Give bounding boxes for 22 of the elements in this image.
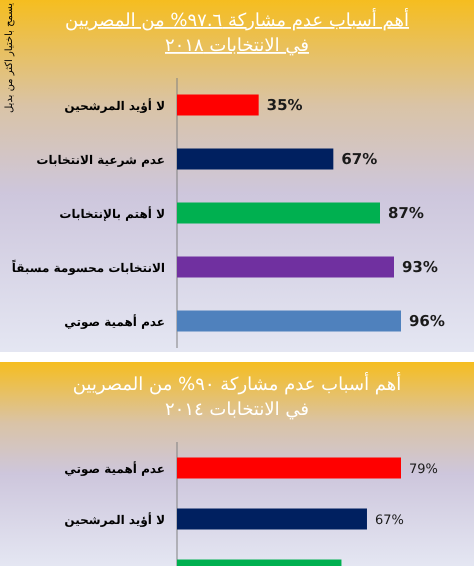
data-label: 96% bbox=[409, 312, 445, 330]
data-label: 93% bbox=[402, 258, 438, 276]
bar bbox=[177, 256, 394, 278]
y-tick-label: الانتخابات محسومة مسبقاً bbox=[12, 259, 165, 275]
bar bbox=[177, 148, 334, 170]
bar bbox=[177, 310, 401, 332]
data-label: 87% bbox=[388, 204, 424, 222]
bar bbox=[177, 94, 259, 116]
chart-title: أهم أسباب عدم مشاركة ٩٧.٦% من المصريين في الانتخابات ٢٠١٨ bbox=[65, 8, 409, 56]
y-tick-label: لا أؤيد المرشحين bbox=[64, 98, 165, 113]
data-label: 67% bbox=[374, 513, 404, 528]
y-tick-label: لا أهتم بالإنتخابات bbox=[59, 206, 165, 221]
chart-title: أهم أسباب عدم مشاركة ٩٠% من المصريين في الانتخابات ٢٠١٤ bbox=[72, 372, 402, 420]
data-label: 67% bbox=[341, 150, 378, 168]
text: يسمح باختيار اكثر من بديل bbox=[4, 2, 15, 114]
y-tick-label: عدم أهمية صوتي bbox=[64, 461, 165, 476]
bar bbox=[177, 202, 380, 224]
data-label: 79% bbox=[409, 462, 438, 477]
y-tick-label: عدم شرعية الانتخابات bbox=[36, 153, 165, 167]
y-tick-label: لا أؤيد المرشحين bbox=[64, 512, 165, 527]
data-label: 35% bbox=[266, 96, 303, 114]
y-tick-label: عدم أهمية صوتي bbox=[64, 314, 165, 329]
